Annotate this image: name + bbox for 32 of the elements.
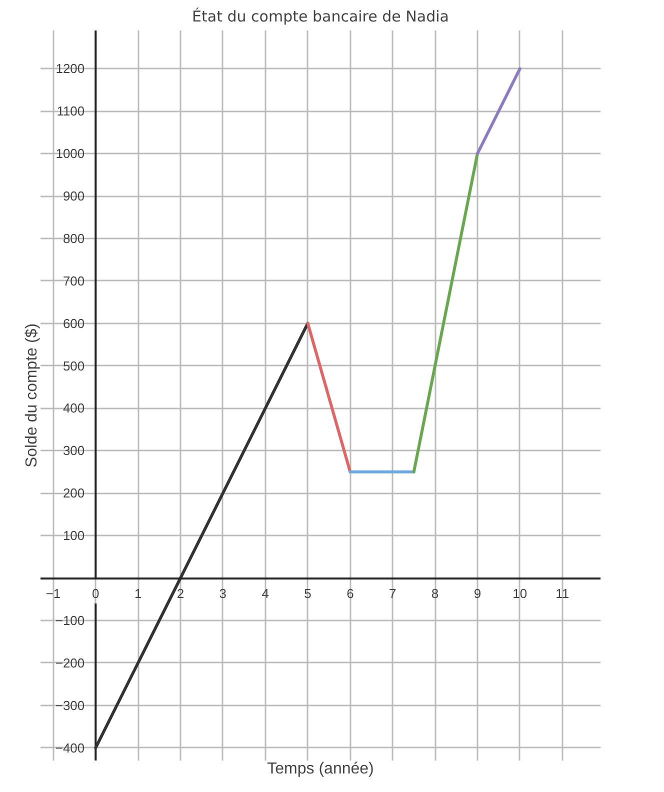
x-tick-label: 0 <box>92 586 100 601</box>
x-tick-label: 8 <box>431 586 439 601</box>
x-tick-label: 2 <box>176 586 184 601</box>
y-tick-label: −400 <box>55 740 85 756</box>
x-tick-label: −1 <box>46 586 61 601</box>
x-tick-label: 3 <box>219 586 227 601</box>
x-tick-label: 5 <box>304 586 312 601</box>
x-tick-label: 6 <box>346 586 354 601</box>
x-tick-label: 7 <box>389 586 396 601</box>
y-tick-label: 1000 <box>56 146 85 162</box>
y-tick-label: 200 <box>62 486 85 501</box>
y-tick-label: 900 <box>62 188 85 204</box>
y-tick-label: 300 <box>62 443 85 458</box>
y-tick-label: 800 <box>62 230 85 246</box>
chart-title: État du compte bancaire de Nadia <box>192 8 449 26</box>
y-tick-label: 600 <box>62 316 85 331</box>
y-tick-label: −200 <box>55 655 85 670</box>
y-tick-label: 1200 <box>56 61 85 76</box>
y-tick-label: 700 <box>62 273 85 288</box>
y-tick-label: 400 <box>62 400 85 416</box>
y-tick-label: 100 <box>62 528 85 544</box>
y-tick-label: 500 <box>62 358 85 374</box>
y-tick-label: −300 <box>55 698 85 713</box>
x-axis-title: Temps (année) <box>267 760 374 778</box>
x-tick-label: 10 <box>512 586 528 601</box>
y-tick-label: 1100 <box>56 104 85 119</box>
y-tick-label: −100 <box>55 612 85 628</box>
x-tick-label: 4 <box>262 586 269 601</box>
y-axis-title: Solde du compte ($) <box>24 323 40 468</box>
x-tick-label: 1 <box>134 586 142 601</box>
x-tick-label: 9 <box>474 586 482 601</box>
x-tick-label: 11 <box>556 586 570 601</box>
